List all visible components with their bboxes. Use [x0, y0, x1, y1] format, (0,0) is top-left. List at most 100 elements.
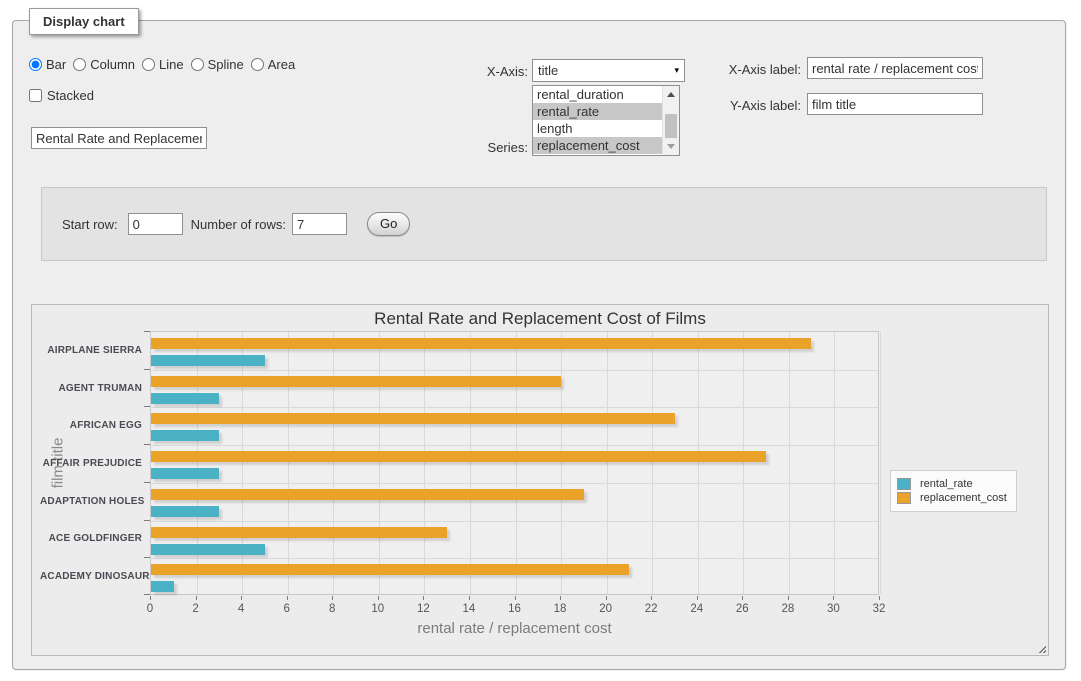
bar-rental_rate — [151, 468, 219, 479]
num-rows-label: Number of rows: — [191, 217, 286, 232]
y-axis-tick — [144, 444, 150, 445]
x-axis-tick — [788, 596, 789, 600]
series-list-label: Series: — [403, 140, 528, 155]
scroll-down-icon — [667, 144, 675, 149]
scrollbar-thumb[interactable] — [665, 114, 677, 139]
series-option-rental_rate[interactable]: rental_rate — [533, 103, 662, 120]
start-row-input[interactable] — [128, 213, 183, 235]
gridline-vertical — [197, 332, 198, 594]
x-axis-tick — [606, 596, 607, 600]
bar-rental_rate — [151, 506, 219, 517]
chart-title-input[interactable] — [31, 127, 207, 149]
x-axis-tick — [742, 596, 743, 600]
x-axis-tick — [241, 596, 242, 600]
category-label: ACE GOLDFINGER — [40, 533, 142, 544]
series-option-rental_duration[interactable]: rental_duration — [533, 86, 662, 103]
stacked-label: Stacked — [47, 88, 94, 103]
gridline-vertical — [789, 332, 790, 594]
legend-label: rental_rate — [920, 478, 973, 490]
bar-replacement_cost — [151, 338, 811, 349]
x-axis-tick — [651, 596, 652, 600]
x-axis-tick-label: 20 — [599, 603, 612, 615]
gridline-vertical — [834, 332, 835, 594]
x-axis-tick — [378, 596, 379, 600]
gridline-horizontal — [151, 558, 878, 559]
radio-label: Line — [159, 57, 184, 72]
go-button[interactable]: Go — [367, 212, 410, 236]
radio-column[interactable] — [73, 58, 86, 71]
stacked-checkbox[interactable] — [29, 89, 42, 102]
bar-replacement_cost — [151, 527, 447, 538]
radio-label: Spline — [208, 57, 244, 72]
gridline-vertical — [652, 332, 653, 594]
radio-line[interactable] — [142, 58, 155, 71]
radio-spline[interactable] — [191, 58, 204, 71]
series-listbox[interactable]: rental_durationrental_ratelengthreplacem… — [532, 85, 680, 156]
x-axis-tick — [697, 596, 698, 600]
resize-handle-icon[interactable] — [1036, 643, 1046, 653]
bar-replacement_cost — [151, 564, 629, 575]
fieldset-legend: Display chart — [29, 8, 139, 35]
x-axis-label-input[interactable] — [807, 57, 983, 79]
display-chart-fieldset: Display chart BarColumnLineSplineArea St… — [12, 20, 1066, 670]
bar-rental_rate — [151, 355, 265, 366]
x-axis-tick-label: 30 — [827, 603, 840, 615]
chart-type-column[interactable]: Column — [73, 57, 135, 72]
radio-label: Bar — [46, 57, 66, 72]
gridline-vertical — [743, 332, 744, 594]
legend-item: rental_rate — [897, 478, 1007, 490]
bar-rental_rate — [151, 393, 219, 404]
legend-item: replacement_cost — [897, 492, 1007, 504]
y-axis-tick — [144, 557, 150, 558]
radio-bar[interactable] — [29, 58, 42, 71]
chart-type-spline[interactable]: Spline — [191, 57, 244, 72]
x-axis-tick-label: 12 — [417, 603, 430, 615]
gridline-vertical — [516, 332, 517, 594]
y-axis-tick — [144, 406, 150, 407]
x-axis-tick — [833, 596, 834, 600]
series-options: rental_durationrental_ratelengthreplacem… — [533, 86, 679, 154]
gridline-vertical — [880, 332, 881, 594]
gridline-horizontal — [151, 407, 878, 408]
bar-replacement_cost — [151, 413, 675, 424]
y-axis-tick — [144, 482, 150, 483]
chart-title: Rental Rate and Replacement Cost of Film… — [32, 309, 1048, 329]
x-axis-tick — [423, 596, 424, 600]
chart-panel: Rental Rate and Replacement Cost of Film… — [31, 304, 1049, 656]
gridline-vertical — [470, 332, 471, 594]
chart-type-area[interactable]: Area — [251, 57, 295, 72]
y-axis-tick — [144, 594, 150, 595]
x-axis-tick-label: 24 — [690, 603, 703, 615]
category-label: ACADEMY DINOSAUR — [40, 571, 142, 582]
stacked-checkbox-row[interactable]: Stacked — [29, 88, 94, 103]
category-label: AFRICAN EGG — [40, 420, 142, 431]
num-rows-input[interactable] — [292, 213, 347, 235]
listbox-scrollbar[interactable] — [662, 86, 679, 155]
series-option-length[interactable]: length — [533, 120, 662, 137]
bar-rental_rate — [151, 581, 174, 592]
series-option-replacement_cost[interactable]: replacement_cost — [533, 137, 662, 154]
x-axis-tick — [150, 596, 151, 600]
x-axis-select-label: X-Axis: — [403, 64, 528, 79]
x-axis-tick-label: 18 — [554, 603, 567, 615]
bar-replacement_cost — [151, 376, 561, 387]
y-axis-label-label: Y-Axis label: — [653, 98, 801, 113]
x-axis-tick-label: 6 — [283, 603, 289, 615]
chart-type-line[interactable]: Line — [142, 57, 184, 72]
x-axis-tick-label: 16 — [508, 603, 521, 615]
start-row-label: Start row: — [62, 217, 118, 232]
chart-type-bar[interactable]: Bar — [29, 57, 66, 72]
category-label: AFFAIR PREJUDICE — [40, 458, 142, 469]
category-label: AIRPLANE SIERRA — [40, 345, 142, 356]
gridline-horizontal — [151, 483, 878, 484]
radio-area[interactable] — [251, 58, 264, 71]
scroll-down-button[interactable] — [663, 138, 679, 155]
x-axis-tick-label: 26 — [736, 603, 749, 615]
legend-swatch-rental_rate — [897, 478, 911, 490]
gridline-vertical — [607, 332, 608, 594]
y-axis-label-input[interactable] — [807, 93, 983, 115]
x-axis-tick — [332, 596, 333, 600]
x-axis-tick-label: 28 — [781, 603, 794, 615]
x-axis-tick-label: 22 — [645, 603, 658, 615]
bar-rental_rate — [151, 430, 219, 441]
